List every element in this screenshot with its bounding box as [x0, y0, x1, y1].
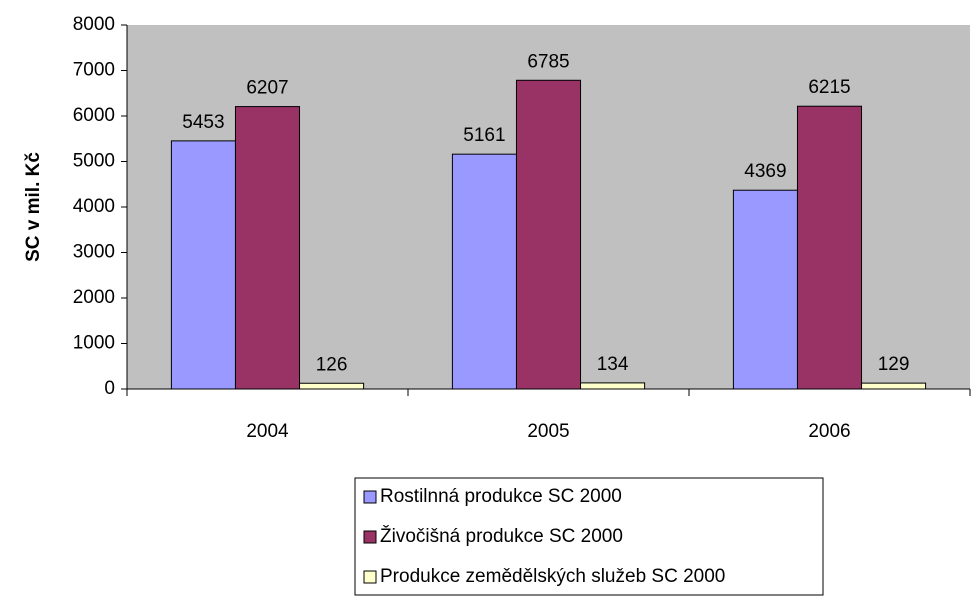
x-tick-label: 2005 — [527, 421, 569, 442]
data-label: 126 — [316, 354, 348, 375]
bar — [170, 140, 236, 390]
legend-label: Produkce zemědělských služeb SC 2000 — [380, 566, 725, 587]
bar — [515, 79, 582, 390]
data-label: 134 — [597, 354, 629, 375]
y-axis-label: SC v mil. Kč — [23, 152, 44, 262]
bar — [796, 105, 863, 390]
bar — [299, 382, 365, 390]
y-tick-label: 2000 — [73, 287, 115, 308]
y-tick-label: 1000 — [73, 333, 115, 354]
data-label: 129 — [878, 354, 910, 375]
bar — [861, 382, 927, 390]
y-tick-label: 5000 — [73, 151, 115, 172]
bar — [451, 153, 517, 390]
data-label: 6207 — [246, 78, 288, 99]
legend-box — [354, 477, 824, 596]
data-label: 5453 — [182, 112, 224, 133]
bar — [234, 106, 301, 390]
bar — [732, 189, 798, 390]
legend-label: Živočišná produkce SC 2000 — [380, 525, 623, 547]
bar — [580, 382, 646, 390]
data-label: 6785 — [527, 51, 569, 72]
legend-swatch — [363, 490, 377, 504]
legend-swatch — [363, 530, 377, 544]
y-tick-label: 7000 — [73, 60, 115, 81]
data-label: 4369 — [744, 161, 786, 182]
legend-label: Rostilnná produkce SC 2000 — [380, 486, 622, 507]
data-label: 6215 — [808, 77, 850, 98]
legend-swatch — [363, 570, 377, 584]
data-label: 5161 — [463, 125, 505, 146]
y-tick-label: 4000 — [73, 196, 115, 217]
y-tick-label: 6000 — [73, 105, 115, 126]
y-tick-label: 8000 — [73, 14, 115, 35]
x-tick-label: 2004 — [246, 421, 289, 442]
y-tick-label: 3000 — [73, 242, 115, 263]
x-tick-label: 2006 — [808, 421, 850, 442]
y-tick-label: 0 — [104, 378, 115, 399]
